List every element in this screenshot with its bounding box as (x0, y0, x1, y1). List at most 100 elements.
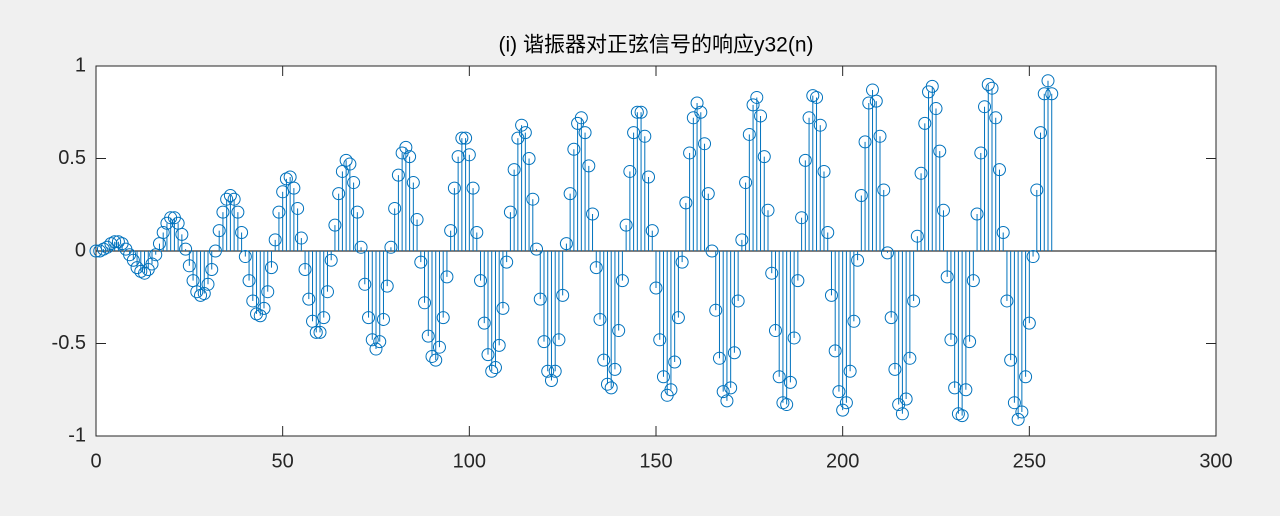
stem-marker (589, 261, 603, 275)
stem-marker (440, 270, 454, 284)
stem-marker (429, 353, 443, 367)
stem-marker (694, 105, 708, 119)
stem-marker (578, 126, 592, 140)
x-tick-label: 0 (90, 450, 101, 472)
stem-marker (414, 255, 428, 269)
stem-marker (787, 331, 801, 345)
stem-marker (291, 201, 305, 215)
stem-marker (936, 203, 950, 217)
stem-marker (873, 129, 887, 143)
stem-marker (496, 301, 510, 315)
stem-marker (910, 229, 924, 243)
stem-marker (869, 94, 883, 108)
stem-marker (851, 253, 865, 267)
stem-marker (671, 311, 685, 325)
stem-marker (563, 187, 577, 201)
stem-marker (649, 281, 663, 295)
x-tick-label: 150 (639, 450, 672, 472)
stem-marker (608, 362, 622, 376)
stem-marker (268, 233, 282, 247)
x-tick-label: 300 (1199, 450, 1232, 472)
stem-marker (933, 144, 947, 158)
stem-marker (384, 240, 398, 254)
stem-marker (201, 277, 215, 291)
stem-marker (623, 164, 637, 178)
stem-marker (1000, 294, 1014, 308)
stem-marker (966, 274, 980, 288)
stem-marker (604, 381, 618, 395)
stem-marker (376, 312, 390, 326)
stem-marker (768, 324, 782, 338)
stem-marker (212, 224, 226, 238)
stem-marker (701, 187, 715, 201)
stem-marker (235, 226, 249, 239)
stem-marker (907, 294, 921, 308)
stem-marker (1034, 126, 1048, 140)
stem-marker (227, 192, 241, 206)
stem-marker (668, 355, 682, 369)
stem-marker (1041, 74, 1055, 88)
stem-marker (272, 205, 286, 219)
stem-marker (298, 263, 312, 276)
stem-marker (750, 90, 764, 104)
stem-marker (600, 377, 614, 391)
stem-marker (432, 340, 446, 354)
stem-marker (664, 383, 678, 397)
stem-marker (406, 176, 420, 190)
stem-marker (246, 294, 260, 308)
stem-marker (895, 407, 909, 421)
stem-marker (313, 325, 327, 339)
stem-marker (537, 335, 551, 349)
stem-marker (436, 311, 450, 325)
stem-marker (709, 303, 723, 317)
stem-marker (231, 205, 245, 219)
stem-marker (358, 277, 372, 291)
stem-marker (903, 351, 917, 365)
stem-marker (421, 329, 435, 343)
stem-marker (485, 364, 499, 378)
stem-marker (343, 157, 357, 171)
stem-marker (720, 394, 734, 408)
stem-marker (459, 131, 473, 145)
stem-marker (507, 163, 521, 177)
stem-marker (1011, 412, 1025, 426)
stem-marker (981, 78, 995, 91)
stem-marker (858, 135, 872, 149)
stem-marker (541, 364, 555, 378)
stem-marker (656, 370, 670, 384)
stem-marker (257, 301, 271, 315)
stem-marker (724, 381, 738, 395)
stem-marker (795, 211, 809, 225)
stem-marker (791, 274, 805, 288)
stem-marker (1045, 87, 1059, 101)
stem-marker (339, 153, 353, 167)
stem-marker (899, 392, 913, 406)
stem-marker (388, 201, 402, 215)
stem-marker (817, 164, 831, 178)
stem-marker (854, 189, 868, 202)
stem-marker (205, 263, 219, 276)
stem-marker (690, 96, 704, 110)
stem-marker (373, 335, 387, 349)
stem-marker (619, 218, 633, 232)
stem-marker (455, 131, 469, 145)
stem-marker (630, 105, 644, 119)
stem-marker (940, 270, 954, 284)
stem-marker (1030, 183, 1044, 197)
stem-marker (679, 196, 693, 210)
stem-marker (544, 374, 558, 387)
stem-marker (425, 349, 439, 363)
stem-marker (530, 242, 544, 256)
stem-marker (884, 311, 898, 325)
chart-title: (i) 谐振器对正弦信号的响应y32(n) (498, 34, 813, 57)
stem-marker (824, 288, 838, 302)
stem-marker (238, 250, 252, 264)
stem-marker (208, 244, 222, 258)
stem-marker (216, 205, 230, 219)
stem-marker (705, 244, 719, 258)
stem-marker (985, 81, 999, 95)
stem-marker (156, 226, 170, 239)
stem-marker (197, 287, 211, 301)
stem-marker (324, 253, 338, 267)
